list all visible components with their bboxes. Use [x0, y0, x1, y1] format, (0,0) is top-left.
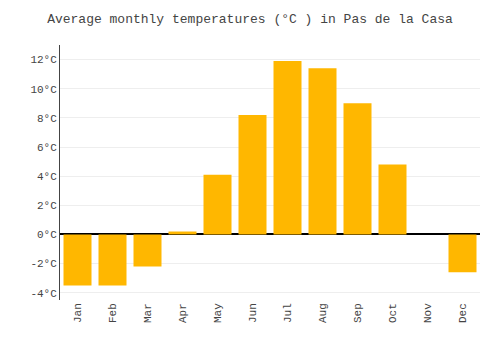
svg-text:Mar: Mar: [142, 303, 154, 323]
svg-text:12°C: 12°C: [30, 54, 57, 66]
svg-text:Sep: Sep: [352, 303, 364, 323]
svg-text:8°C: 8°C: [37, 113, 57, 125]
svg-text:-4°C: -4°C: [30, 288, 57, 300]
svg-text:Oct: Oct: [387, 303, 399, 323]
svg-text:-2°C: -2°C: [30, 258, 57, 270]
svg-text:6°C: 6°C: [37, 142, 57, 154]
svg-text:May: May: [212, 303, 224, 323]
svg-text:Dec: Dec: [457, 303, 469, 323]
svg-text:0°C: 0°C: [37, 229, 57, 241]
svg-text:2°C: 2°C: [37, 200, 57, 212]
svg-text:Average monthly temperatures (: Average monthly temperatures (°C ) in Pa…: [47, 12, 453, 27]
svg-text:Jan: Jan: [72, 303, 84, 323]
svg-text:Jun: Jun: [247, 303, 259, 323]
svg-text:Jul: Jul: [282, 303, 294, 323]
svg-text:10°C: 10°C: [30, 84, 57, 96]
svg-text:4°C: 4°C: [37, 171, 57, 183]
svg-text:Apr: Apr: [177, 303, 189, 323]
svg-text:Nov: Nov: [422, 303, 434, 323]
svg-text:Feb: Feb: [107, 303, 119, 323]
svg-text:Aug: Aug: [317, 303, 329, 323]
